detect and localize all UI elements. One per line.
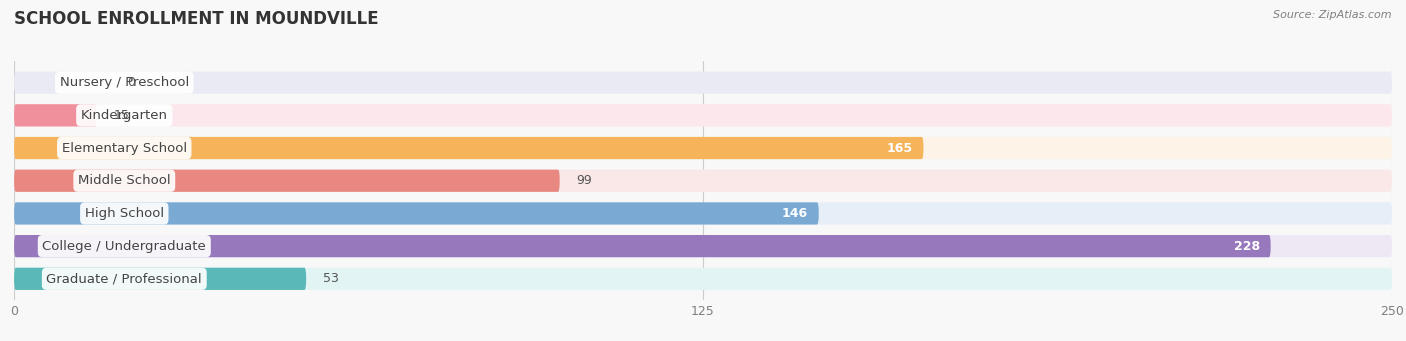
Text: SCHOOL ENROLLMENT IN MOUNDVILLE: SCHOOL ENROLLMENT IN MOUNDVILLE [14, 10, 378, 28]
Text: 228: 228 [1233, 240, 1260, 253]
FancyBboxPatch shape [14, 202, 1392, 224]
FancyBboxPatch shape [14, 202, 818, 224]
FancyBboxPatch shape [14, 169, 1392, 192]
FancyBboxPatch shape [14, 137, 924, 159]
FancyBboxPatch shape [14, 137, 1392, 159]
FancyBboxPatch shape [14, 104, 97, 127]
FancyBboxPatch shape [14, 268, 1392, 290]
Text: Middle School: Middle School [77, 174, 170, 187]
Text: 99: 99 [576, 174, 592, 187]
Text: 15: 15 [114, 109, 129, 122]
Text: Source: ZipAtlas.com: Source: ZipAtlas.com [1274, 10, 1392, 20]
Text: Elementary School: Elementary School [62, 142, 187, 154]
FancyBboxPatch shape [14, 235, 1392, 257]
Text: 165: 165 [886, 142, 912, 154]
FancyBboxPatch shape [14, 268, 307, 290]
FancyBboxPatch shape [14, 169, 560, 192]
FancyBboxPatch shape [14, 235, 1271, 257]
FancyBboxPatch shape [14, 72, 1392, 94]
Text: Graduate / Professional: Graduate / Professional [46, 272, 202, 285]
Text: Nursery / Preschool: Nursery / Preschool [59, 76, 188, 89]
Text: High School: High School [84, 207, 165, 220]
FancyBboxPatch shape [14, 104, 1392, 127]
Text: College / Undergraduate: College / Undergraduate [42, 240, 207, 253]
Text: 53: 53 [323, 272, 339, 285]
Text: Kindergarten: Kindergarten [80, 109, 167, 122]
Text: 146: 146 [782, 207, 807, 220]
Text: 0: 0 [127, 76, 135, 89]
